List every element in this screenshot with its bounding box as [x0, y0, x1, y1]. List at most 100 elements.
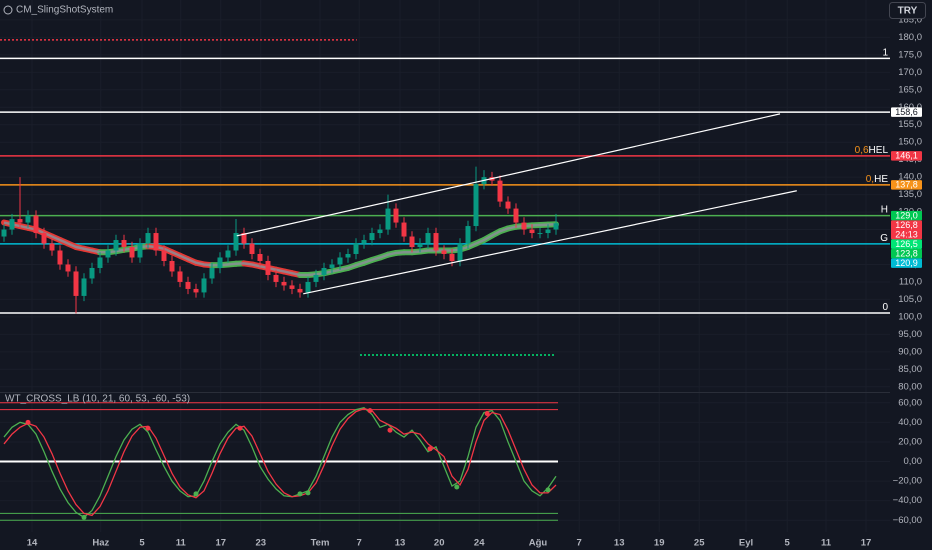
cross-dot [454, 484, 460, 490]
cross-dot [193, 491, 199, 497]
candle-body [265, 260, 271, 275]
level-tag-part: HE [874, 173, 888, 184]
trendline [236, 113, 781, 237]
candle-body [321, 267, 327, 275]
candle-body [233, 233, 239, 251]
cross-dot [367, 408, 373, 414]
candle-body [313, 274, 319, 282]
candle-body [545, 229, 551, 234]
currency-label[interactable]: TRY [898, 6, 918, 17]
oscillator-title[interactable]: WT_CROSS_LB (10, 21, 60, 53, -60, -53) [5, 394, 190, 405]
price-box-label: 146,1 [895, 151, 918, 161]
x-tick-label: 5 [785, 538, 791, 549]
x-tick-label: 24 [474, 538, 485, 549]
price-box-label: 126,5 [895, 239, 918, 249]
y-tick-label: 185,0 [898, 14, 922, 25]
price-box [891, 258, 922, 268]
candle-body [385, 208, 391, 230]
candle-body [401, 222, 407, 237]
candle-body [225, 250, 231, 258]
x-tick-label: 23 [256, 538, 267, 549]
price-box-label: 129,0 [895, 210, 918, 220]
price-box-label: 126,8 [895, 220, 918, 230]
candle-body [257, 253, 263, 261]
candle-body [553, 223, 559, 230]
candle-body [129, 247, 135, 258]
level-tag-part: 0, [866, 173, 874, 184]
y-tick-label: 155,0 [898, 119, 922, 130]
currency-button[interactable] [889, 2, 926, 19]
x-tick-label: 17 [861, 538, 872, 549]
y-tick-label: 110,0 [899, 276, 922, 287]
candle-body [193, 288, 199, 293]
x-tick-label: 20 [434, 538, 445, 549]
candle-body [145, 233, 151, 244]
candle-body [497, 180, 503, 202]
y-tick-label: −40,00 [893, 495, 922, 506]
trendlines [236, 113, 797, 295]
candle-body [169, 260, 175, 272]
candle-body [41, 233, 47, 244]
price-box-label: 120,9 [895, 258, 918, 268]
cross-dot [545, 487, 551, 493]
cross-dot [237, 425, 243, 431]
candle-body [97, 257, 103, 268]
candle-body [441, 250, 447, 254]
x-tick-label: Tem [311, 538, 330, 549]
price-box [891, 239, 922, 249]
level-tag-part: H [881, 204, 888, 215]
candle-body [153, 233, 159, 251]
indicator-title[interactable]: CM_SlingShotSystem [16, 5, 113, 16]
y-tick-label: 135,0 [898, 189, 922, 200]
price-box-label: 158,6 [895, 107, 918, 117]
x-tick-label: 13 [614, 538, 625, 549]
candle-body [57, 250, 63, 265]
candles [1, 166, 559, 314]
candle-body [289, 285, 295, 289]
y-tick-label: 60,00 [898, 397, 922, 408]
oscillator [0, 402, 558, 521]
cross-dot [145, 425, 151, 431]
cross-dot [427, 446, 433, 452]
y-tick-label: 95,00 [898, 329, 922, 340]
y-tick-label: −60,00 [893, 515, 922, 526]
cross-dot [297, 491, 303, 497]
indicator-icon[interactable] [3, 5, 13, 15]
oscillator-line [3, 407, 557, 517]
level-tag-part: 1 [882, 47, 888, 58]
cross-dot [25, 419, 31, 425]
price-box [891, 180, 922, 190]
candle-body [249, 243, 255, 254]
candle-body [473, 184, 479, 227]
grid [0, 0, 890, 532]
x-tick-label: 25 [694, 538, 705, 549]
x-tick-label: 11 [821, 538, 832, 549]
level-tag: 0,HE [866, 173, 889, 184]
x-tick-label: 14 [27, 538, 38, 549]
candle-body [449, 253, 455, 261]
y-tick-label: 20,00 [898, 436, 922, 447]
candle-body [457, 243, 463, 261]
candle-body [1, 229, 7, 237]
candle-body [273, 274, 279, 282]
candle-body [105, 250, 111, 258]
candle-body [49, 243, 55, 251]
candle-body [337, 257, 343, 265]
candle-body [201, 278, 207, 293]
x-tick-label: Ağu [529, 538, 548, 549]
candle-body [329, 264, 335, 268]
x-tick-label: Haz [92, 538, 109, 549]
level-tag: 1 [882, 47, 888, 58]
candle-body [505, 201, 511, 209]
y-tick-label: 140,0 [898, 172, 922, 183]
candle-body [161, 250, 167, 261]
candle-body [113, 240, 119, 251]
y-tick-label: 40,00 [898, 417, 922, 428]
y-tick-label: 100,0 [898, 311, 922, 322]
candle-body [377, 229, 383, 234]
price-box [891, 151, 922, 161]
x-tick-label: 19 [654, 538, 665, 549]
y-tick-label: 90,00 [898, 346, 922, 357]
candle-body [513, 208, 519, 223]
